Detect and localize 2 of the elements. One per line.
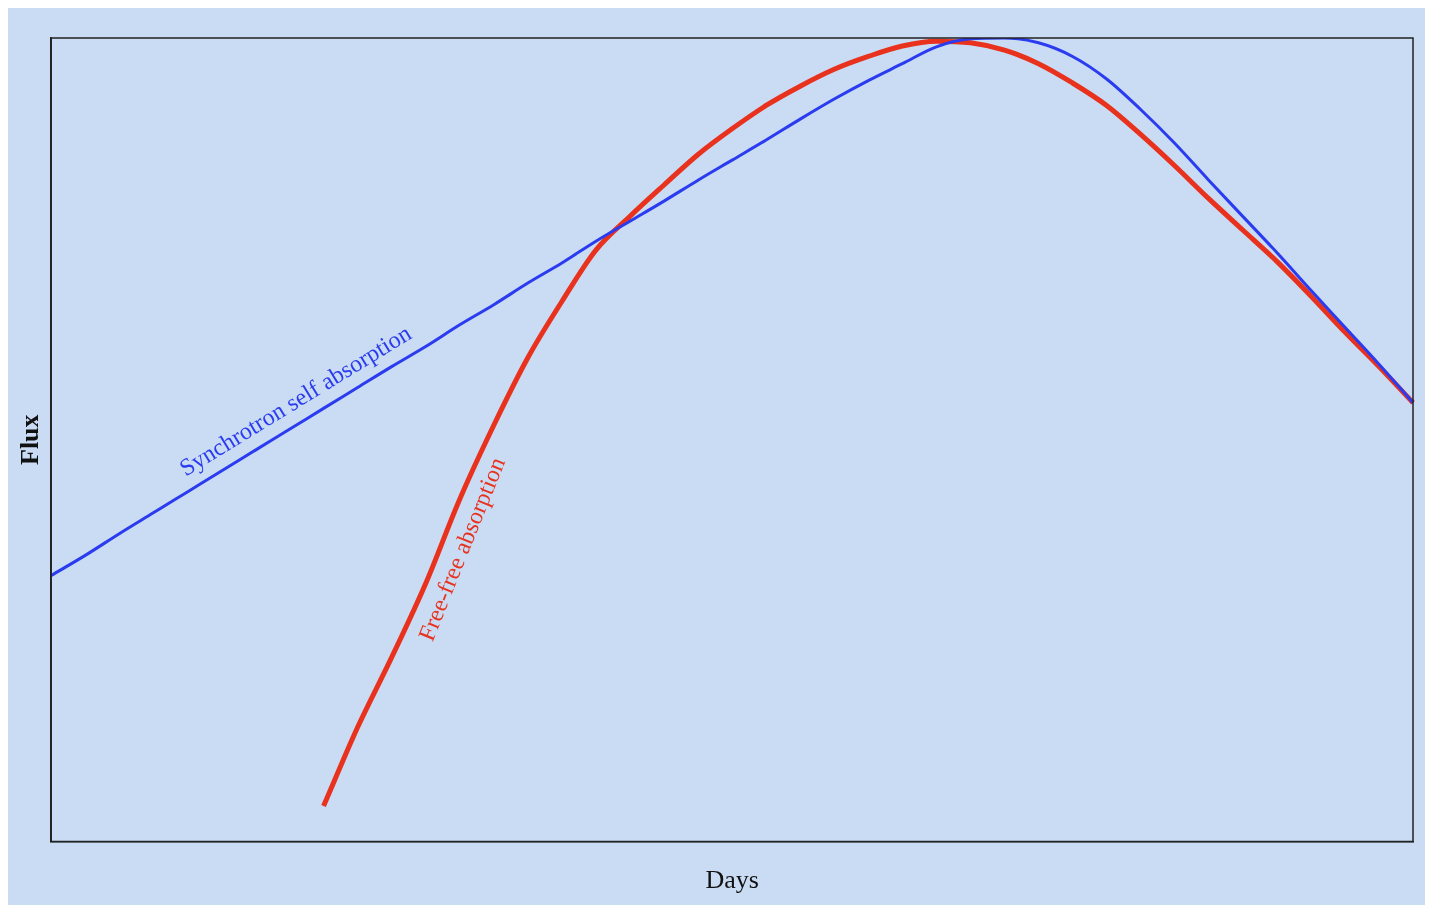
x-axis-title: Days [705, 865, 759, 895]
y-axis-title: Flux [15, 414, 45, 465]
